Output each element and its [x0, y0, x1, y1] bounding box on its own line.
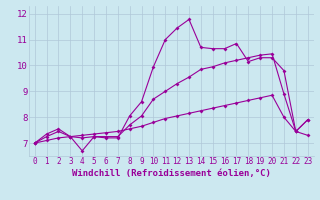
X-axis label: Windchill (Refroidissement éolien,°C): Windchill (Refroidissement éolien,°C) [72, 169, 271, 178]
